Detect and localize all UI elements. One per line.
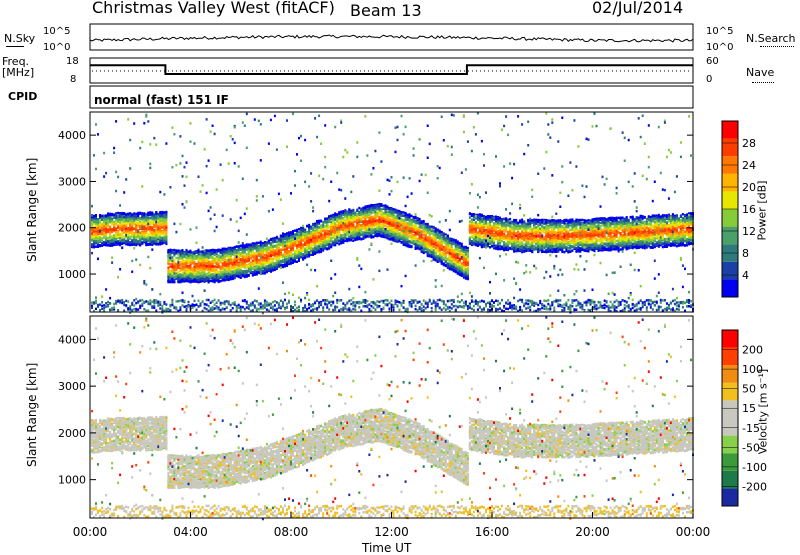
power-color-4 — [722, 209, 738, 227]
velocity-color-7 — [722, 365, 738, 383]
nsearch-tick-bottom: 10^0 — [706, 42, 733, 53]
freq-tick-top: 18 — [66, 56, 79, 67]
nave-tick-bottom: 0 — [706, 74, 712, 85]
x-tick-label-5: 20:00 — [575, 525, 610, 539]
velocity-ytick-label-0: 1000 — [58, 474, 86, 487]
velocity-color-3 — [722, 436, 738, 454]
velocity-tick-label-0: 200 — [742, 344, 763, 357]
power-color-1 — [722, 262, 738, 280]
power-color-8 — [722, 139, 738, 157]
power-data — [91, 112, 694, 314]
power-tick-label-1: 8 — [742, 247, 749, 260]
power-ytick-label-0: 1000 — [58, 268, 86, 281]
power-color-6 — [722, 174, 738, 192]
freq-tick-bottom: 8 — [70, 74, 76, 85]
nave-tick-top: 60 — [706, 56, 719, 67]
velocity-color-6 — [722, 383, 738, 401]
power-ytick-label-1: 2000 — [58, 222, 86, 235]
power-color-0 — [722, 279, 738, 297]
freq-step-line — [90, 65, 693, 74]
x-tick-label-1: 04:00 — [173, 525, 208, 539]
power-tick-label-5: 24 — [742, 159, 756, 172]
velocity-ytick-label-3: 4000 — [58, 333, 86, 346]
power-colorbar: 4 8 12 16 20 24 28 — [722, 121, 756, 297]
velocity-tick-label-4: -15 — [742, 422, 760, 435]
power-tick-label-6: 28 — [742, 137, 756, 150]
x-tick-label-0: 00:00 — [73, 525, 108, 539]
velocity-data — [91, 316, 694, 520]
velocity-color-2 — [722, 453, 738, 471]
velocity-color-9 — [722, 330, 738, 348]
velocity-tick-label-2: 50 — [742, 383, 756, 396]
power-tick-label-4: 20 — [742, 181, 756, 194]
velocity-tick-label-6: -100 — [742, 461, 767, 474]
velocity-color-8 — [722, 348, 738, 366]
x-tick-label-4: 16:00 — [475, 525, 510, 539]
power-ytick-label-2: 3000 — [58, 175, 86, 188]
noise-sky-line — [90, 35, 693, 42]
velocity-color-5 — [722, 400, 738, 418]
velocity-tick-label-1: 100 — [742, 363, 763, 376]
power-tick-label-2: 12 — [742, 225, 756, 238]
power-color-9 — [722, 121, 738, 139]
nsearch-tick-top: 10^5 — [706, 26, 733, 37]
nsky-tick-top: 10^5 — [43, 26, 70, 37]
power-color-5 — [722, 191, 738, 209]
x-tick-label-6: 00:00 — [676, 525, 711, 539]
velocity-ytick-label-2: 3000 — [58, 380, 86, 393]
power-y-label: Slant Range [km] — [25, 158, 39, 262]
velocity-tick-label-5: -50 — [742, 441, 760, 454]
x-tick-label-2: 08:00 — [274, 525, 309, 539]
x-tick-label-3: 12:00 — [374, 525, 409, 539]
power-color-3 — [722, 227, 738, 245]
velocity-color-1 — [722, 471, 738, 489]
power-tick-label-0: 4 — [742, 269, 749, 282]
power-ytick-label-3: 4000 — [58, 129, 86, 142]
nsky-tick-bottom: 10^0 — [43, 42, 70, 53]
cpid-mode: normal (fast) 151 IF — [94, 93, 229, 107]
velocity-color-0 — [722, 488, 738, 506]
velocity-colorbar: 200 100 50 15 -15 -50 -100 -200 — [722, 330, 767, 506]
velocity-tick-label-7: -200 — [742, 480, 767, 493]
velocity-ytick-label-1: 2000 — [58, 427, 86, 440]
velocity-color-4 — [722, 418, 738, 436]
power-tick-label-3: 16 — [742, 203, 756, 216]
noise-trace — [90, 35, 693, 42]
velocity-tick-label-3: 15 — [742, 402, 756, 415]
velocity-y-label: Slant Range [km] — [25, 363, 39, 467]
